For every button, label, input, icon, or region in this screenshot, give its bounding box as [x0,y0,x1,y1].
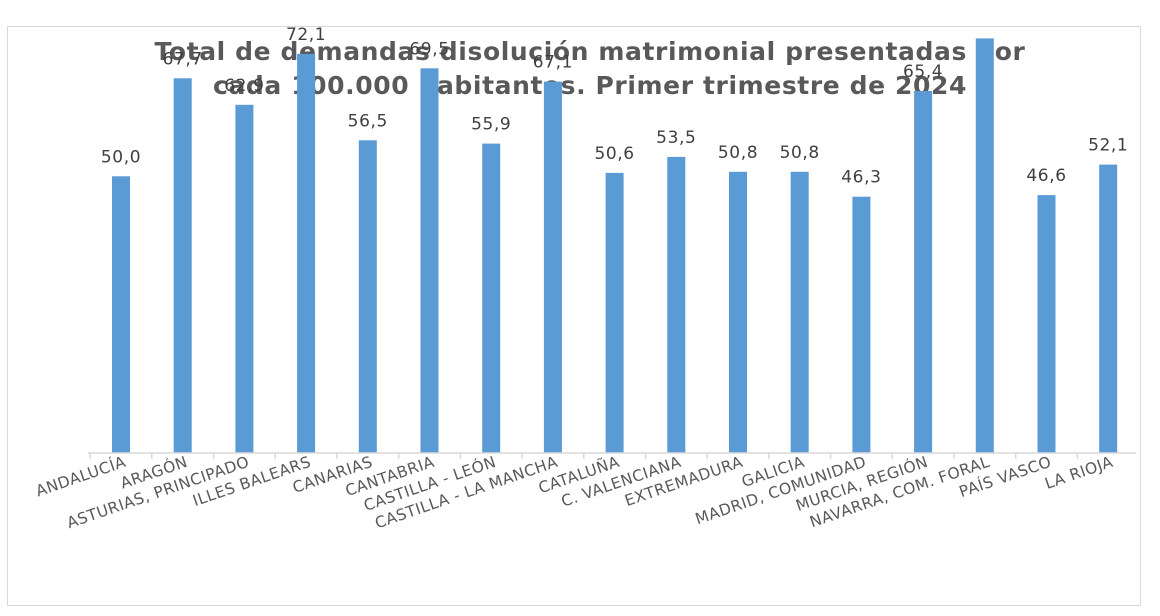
bar-6 [482,143,501,453]
data-label-10: 50,8 [718,143,758,163]
bar-9 [667,156,686,453]
bars-layer [112,38,1118,454]
bar-chart: Total de demandas disolución matrimonial… [33,27,1136,533]
bar-0 [112,176,130,454]
bar-7 [543,81,562,453]
chart-title: Total de demandas disolución matrimonial… [155,37,1025,100]
data-label-3: 72,1 [286,27,326,45]
data-label-8: 50,6 [594,144,634,164]
bar-4 [358,140,377,454]
bar-2 [235,104,254,454]
data-label-12: 46,3 [841,168,881,188]
chart-title-line-2: cada 100.000 habitantes. Primer trimestr… [213,71,967,100]
data-label-5: 69,5 [409,39,449,59]
value-labels-layer: 50,0 67,7 62,9 72,1 56,5 69,5 55,9 67,1 50,6 53,5… [101,27,1128,188]
data-label-4: 56,5 [348,111,388,131]
bar-3 [297,53,316,454]
bar-15 [1037,195,1056,453]
data-label-7: 67,1 [533,53,573,73]
data-label-1: 67,7 [163,49,203,69]
data-label-15: 46,6 [1026,166,1066,186]
category-label-16: LA RIOJA [1043,453,1116,493]
bar-5 [420,68,439,454]
data-label-14: 74,9 [965,27,1005,29]
data-label-6: 55,9 [471,115,511,135]
bar-11 [790,171,809,454]
bar-10 [729,171,747,454]
data-label-11: 50,8 [780,143,820,163]
bar-1 [173,78,192,454]
data-label-0: 50,0 [101,147,141,167]
bar-8 [605,172,624,453]
data-label-2: 62,9 [224,76,264,96]
bar-13 [914,91,933,453]
chart-frame: Total de demandas disolución matrimonial… [7,26,1141,606]
bar-16 [1099,164,1118,453]
category-label-0: ANDALUCÍA [33,452,128,501]
bar-12 [852,196,871,453]
data-label-13: 65,4 [903,62,943,82]
data-label-9: 53,5 [656,128,696,148]
bar-14 [975,38,994,454]
data-label-16: 52,1 [1088,136,1128,156]
